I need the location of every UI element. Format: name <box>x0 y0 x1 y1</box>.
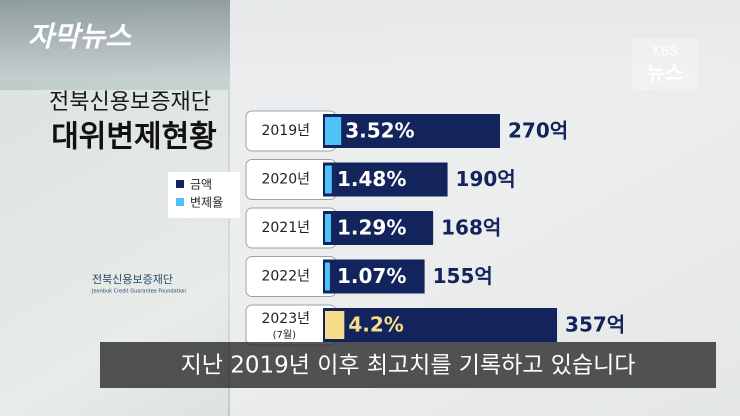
rate-label: 1.07% <box>337 264 406 288</box>
rate-bar <box>325 117 342 145</box>
logo-name: 전북신용보증재단 <box>92 273 173 286</box>
chart-title: 전북신용보증재단 <box>49 90 211 115</box>
rate-label: 1.29% <box>337 216 406 240</box>
news-label: 뉴스 <box>647 61 684 85</box>
category-label: 2020년 <box>261 172 310 188</box>
broadcaster-box <box>632 38 698 90</box>
amount-label: 190억 <box>456 167 516 191</box>
broadcaster: KBS <box>652 45 677 60</box>
amount-bar <box>323 114 500 148</box>
amount-label: 155억 <box>433 264 493 288</box>
program-logo: 자막뉴스 <box>28 20 132 53</box>
rate-bar <box>325 262 330 291</box>
category-label: 2019년 <box>261 123 310 139</box>
amount-bar <box>323 162 448 197</box>
rate-bar <box>325 311 345 339</box>
rate-bar <box>325 165 332 194</box>
category-label: 2021년 <box>261 220 310 236</box>
legend-label: 금액 <box>190 178 212 192</box>
legend-swatch <box>176 180 184 188</box>
amount-label: 270억 <box>508 119 568 143</box>
caption-box <box>100 342 716 388</box>
category-label: 2022년 <box>261 269 310 285</box>
logo-english: Jeonbuk Credit Guarantee Foundation <box>91 289 186 295</box>
rate-label: 1.48% <box>337 167 406 191</box>
category-label: 2023년 <box>261 311 310 327</box>
amount-label: 168억 <box>441 216 501 240</box>
legend-swatch <box>176 198 184 206</box>
legend-label: 변제율 <box>190 196 223 210</box>
chart-subtitle: 대위변제현황 <box>51 120 217 155</box>
rate-bar <box>325 214 331 242</box>
amount-bar <box>323 259 425 294</box>
category-note: (7월) <box>273 329 296 341</box>
rate-label: 4.2% <box>348 313 403 337</box>
rate-label: 3.52% <box>345 119 414 143</box>
amount-bar <box>323 308 558 342</box>
amount-label: 357억 <box>565 313 625 337</box>
legend-box <box>168 172 240 218</box>
caption: 지난 2019년 이후 최고치를 기록하고 있습니다 <box>181 353 636 379</box>
amount-bar <box>323 211 434 245</box>
